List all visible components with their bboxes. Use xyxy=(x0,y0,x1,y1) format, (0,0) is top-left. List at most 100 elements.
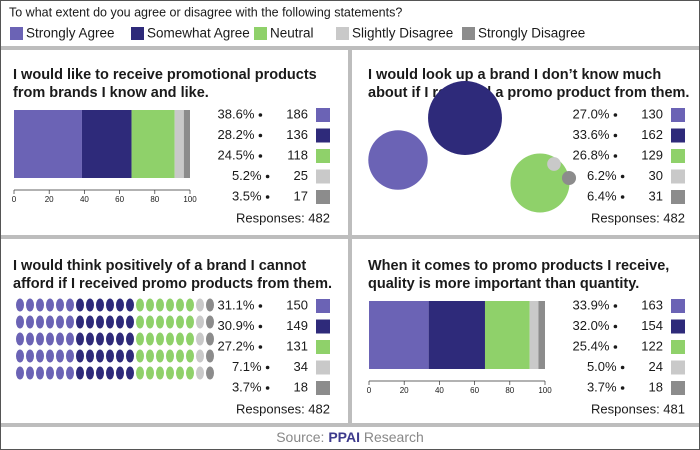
dot xyxy=(176,332,184,346)
dot xyxy=(86,315,94,329)
row-swatch xyxy=(671,190,685,204)
legend-swatch xyxy=(131,27,144,40)
row-swatch xyxy=(316,299,330,313)
dot xyxy=(126,315,134,329)
bubble xyxy=(428,81,502,155)
bar-segment xyxy=(428,301,485,369)
dot xyxy=(136,332,144,346)
separator xyxy=(613,113,618,117)
row-swatch xyxy=(671,381,685,395)
source-suffix: Research xyxy=(364,429,424,445)
value-label: 31.1% xyxy=(218,297,255,312)
dot xyxy=(106,349,114,363)
dot xyxy=(106,366,114,380)
bar-segment xyxy=(484,301,530,369)
x-tick-label: 20 xyxy=(45,195,54,204)
value-label: 3.5% xyxy=(232,188,262,203)
dot xyxy=(76,315,84,329)
bar-segment xyxy=(174,110,184,178)
bubble xyxy=(368,130,428,190)
x-tick-label: 0 xyxy=(12,195,17,204)
dot xyxy=(186,315,194,329)
divider xyxy=(348,46,352,427)
row-swatch xyxy=(316,340,330,354)
row-swatch xyxy=(316,190,330,204)
panel-title: quality is more important than quantity. xyxy=(368,276,639,292)
dot xyxy=(186,349,194,363)
row-swatch xyxy=(671,299,685,313)
dot xyxy=(16,298,24,312)
count-label: 17 xyxy=(294,188,308,203)
dot xyxy=(16,315,24,329)
bubble xyxy=(561,170,577,186)
count-label: 118 xyxy=(287,147,308,162)
bar-segment xyxy=(369,301,429,369)
count-label: 150 xyxy=(286,297,308,312)
value-label: 38.6% xyxy=(218,106,255,121)
legend-label: Somewhat Agree xyxy=(147,26,250,41)
x-tick-label: 60 xyxy=(470,386,479,395)
dot xyxy=(166,315,174,329)
dot xyxy=(206,315,214,329)
panel-title: from brands I know and like. xyxy=(13,85,209,101)
dot xyxy=(16,366,24,380)
bar-segment xyxy=(538,301,545,369)
bar-segment xyxy=(183,110,190,178)
separator xyxy=(620,365,625,370)
dot xyxy=(116,315,124,329)
dot xyxy=(46,298,54,312)
dot xyxy=(26,349,34,363)
dot xyxy=(116,298,124,312)
value-label: 3.7% xyxy=(232,379,262,394)
separator xyxy=(613,133,618,138)
count-label: 18 xyxy=(294,379,308,394)
separator xyxy=(613,304,618,308)
value-label: 6.2% xyxy=(587,168,617,183)
dot xyxy=(196,332,204,346)
separator xyxy=(258,304,263,308)
panel-title: I would look up a brand I don’t know muc… xyxy=(368,67,661,83)
row-swatch xyxy=(316,319,330,334)
x-tick-label: 40 xyxy=(80,195,89,204)
dot xyxy=(76,349,84,363)
value-label: 26.8% xyxy=(573,147,610,162)
x-tick-label: 40 xyxy=(435,386,444,395)
value-label: 5.2% xyxy=(232,168,262,183)
legend-label: Strongly Agree xyxy=(26,26,115,41)
source: Source: PPAI Research xyxy=(276,429,424,445)
value-label: 24.5% xyxy=(218,147,255,162)
row-swatch xyxy=(671,360,685,375)
dot xyxy=(56,366,64,380)
count-label: 186 xyxy=(286,106,308,121)
row-swatch xyxy=(671,169,685,184)
dot xyxy=(176,349,184,363)
dot xyxy=(36,349,44,363)
dot xyxy=(156,332,164,346)
value-label: 33.6% xyxy=(573,127,610,142)
count-label: 131 xyxy=(286,338,308,353)
dot xyxy=(136,366,144,380)
dot xyxy=(36,366,44,380)
separator xyxy=(613,345,618,349)
dot xyxy=(176,298,184,312)
dot xyxy=(166,332,174,346)
value-label: 5.0% xyxy=(587,359,617,374)
bar-segment xyxy=(529,301,539,369)
row-swatch xyxy=(671,108,685,122)
bubble xyxy=(510,153,570,213)
separator xyxy=(620,195,625,199)
dot xyxy=(196,366,204,380)
dot xyxy=(156,366,164,380)
dot xyxy=(16,349,24,363)
value-label: 32.0% xyxy=(573,318,610,333)
dot xyxy=(26,366,34,380)
value-label: 30.9% xyxy=(218,318,255,333)
separator xyxy=(258,154,263,158)
dot xyxy=(176,366,184,380)
dot xyxy=(206,332,214,346)
dot xyxy=(116,366,124,380)
panel-title: I would like to receive promotional prod… xyxy=(13,67,317,83)
legend-label: Strongly Disagree xyxy=(478,26,585,41)
dot xyxy=(186,366,194,380)
